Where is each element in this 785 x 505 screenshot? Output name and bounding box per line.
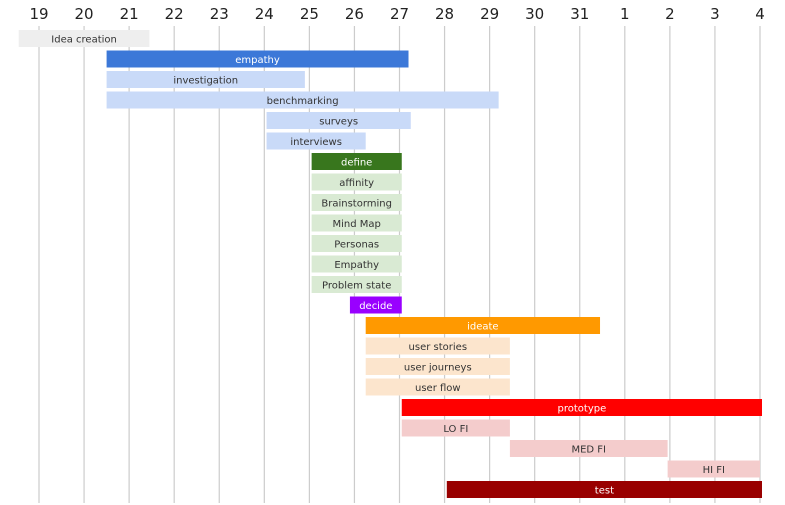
x-tick-label: 20 — [75, 5, 94, 23]
task-bar — [365, 358, 510, 375]
task-bar — [106, 91, 499, 109]
task-bar-group: Mind Map — [311, 214, 402, 232]
task-label: Personas — [334, 240, 379, 251]
task-label: user flow — [415, 383, 461, 394]
task-bar-group: investigation — [106, 71, 305, 88]
task-label: prototype — [558, 404, 607, 415]
task-bars: Idea creation empathy investigation benchma… — [18, 30, 762, 498]
task-label: LO FI — [443, 424, 468, 435]
task-label: HI FI — [703, 465, 725, 476]
task-label: Idea creation — [51, 35, 117, 46]
x-tick-label: 2 — [665, 5, 675, 23]
task-bar-group: Problem state — [311, 276, 402, 293]
task-label: user stories — [409, 342, 468, 353]
task-bar-group: benchmarking — [106, 91, 499, 109]
task-bar-group: test — [446, 481, 762, 498]
task-bar-group: decide — [349, 296, 402, 314]
task-bar — [349, 296, 402, 314]
x-tick-label: 24 — [255, 5, 274, 23]
task-bar-group: Personas — [311, 235, 402, 252]
task-label: user journeys — [404, 363, 472, 374]
task-bar — [311, 214, 402, 232]
task-label: empathy — [235, 55, 280, 66]
x-tick-label: 23 — [210, 5, 229, 23]
task-bar-group: prototype — [401, 399, 762, 416]
task-bar — [365, 378, 510, 396]
task-label: Problem state — [322, 281, 391, 292]
x-axis-ticks: 19 20 21 22 23 24 25 26 27 28 29 30 31 1 2 3 4 — [29, 5, 764, 23]
task-label: Empathy — [334, 260, 379, 271]
task-label: ideate — [467, 322, 498, 333]
x-tick-label: 22 — [165, 5, 184, 23]
x-tick-label: 26 — [345, 5, 364, 23]
task-bar-group: MED FI — [509, 440, 668, 457]
task-label: decide — [359, 301, 392, 312]
task-bar-group: surveys — [266, 112, 411, 129]
task-bar-group: ideate — [365, 317, 601, 334]
task-bar — [311, 255, 402, 273]
task-bar-group: user journeys — [365, 358, 510, 375]
task-bar — [266, 132, 366, 150]
task-bar — [311, 194, 402, 211]
task-bar-group: HI FI — [667, 460, 760, 478]
task-bar — [446, 481, 762, 498]
task-label: surveys — [319, 117, 358, 128]
task-bar — [266, 112, 411, 129]
task-bar-group: user stories — [365, 337, 510, 355]
task-label: define — [341, 158, 372, 169]
task-label: MED FI — [571, 445, 606, 456]
task-bar — [401, 399, 762, 416]
task-bar-group: affinity — [311, 173, 402, 191]
x-tick-label: 27 — [390, 5, 409, 23]
task-bar-group: define — [311, 153, 402, 170]
task-label: test — [595, 486, 614, 497]
task-label: affinity — [339, 178, 374, 189]
task-bar — [365, 337, 510, 355]
x-tick-label: 4 — [755, 5, 765, 23]
task-bar-group: Idea creation — [18, 30, 150, 47]
task-bar — [106, 71, 305, 88]
task-bar-group: Brainstorming — [311, 194, 402, 211]
task-bar — [311, 276, 402, 293]
x-tick-label: 19 — [29, 5, 48, 23]
x-tick-label: 29 — [480, 5, 499, 23]
x-tick-label: 3 — [710, 5, 720, 23]
task-bar-group: empathy — [106, 50, 409, 68]
task-bar — [401, 419, 510, 437]
task-bar — [18, 30, 150, 47]
task-label: investigation — [173, 76, 238, 87]
task-bar-group: interviews — [266, 132, 366, 150]
x-tick-label: 25 — [300, 5, 319, 23]
task-bar — [667, 460, 760, 478]
task-bar — [311, 153, 402, 170]
task-label: Mind Map — [333, 219, 381, 230]
task-bar-group: Empathy — [311, 255, 402, 273]
x-tick-label: 21 — [120, 5, 139, 23]
x-tick-label: 28 — [435, 5, 454, 23]
task-bar — [509, 440, 668, 457]
task-bar — [311, 235, 402, 252]
task-bar-group: user flow — [365, 378, 510, 396]
x-tick-label: 30 — [525, 5, 544, 23]
task-label: Brainstorming — [321, 199, 392, 210]
task-bar — [311, 173, 402, 191]
task-label: benchmarking — [267, 96, 339, 107]
task-bar — [365, 317, 601, 334]
task-bar-group: LO FI — [401, 419, 510, 437]
task-bar — [106, 50, 409, 68]
x-tick-label: 31 — [570, 5, 589, 23]
task-label: interviews — [290, 137, 342, 148]
x-tick-label: 1 — [620, 5, 630, 23]
